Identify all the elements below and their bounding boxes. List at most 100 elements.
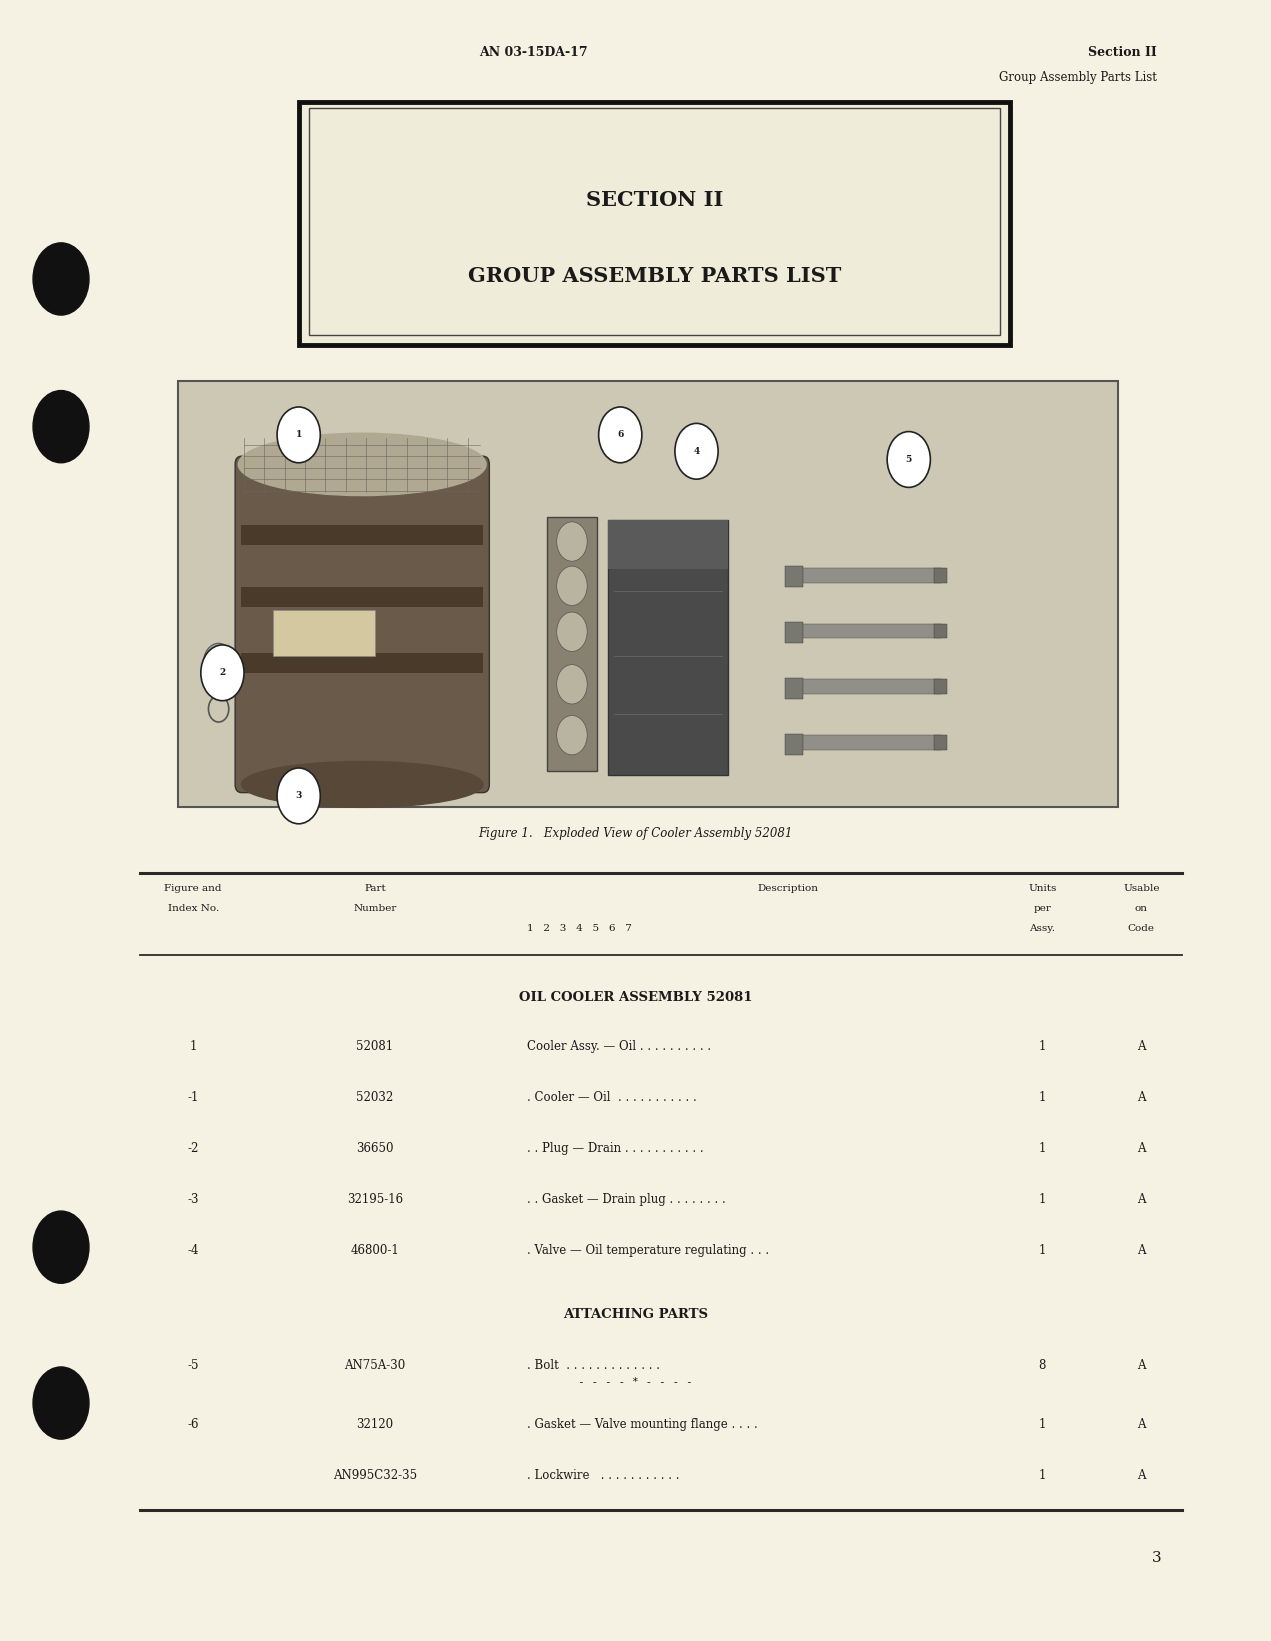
- Bar: [791, 624, 941, 638]
- Text: -6: -6: [187, 1418, 200, 1431]
- Text: 1: 1: [1038, 1193, 1046, 1206]
- Circle shape: [557, 715, 587, 755]
- Circle shape: [277, 768, 320, 824]
- Circle shape: [33, 243, 89, 315]
- Text: 1: 1: [1038, 1091, 1046, 1104]
- Text: 1   2   3   4   5   6   7: 1 2 3 4 5 6 7: [527, 924, 633, 932]
- Bar: [547, 517, 597, 771]
- Circle shape: [557, 612, 587, 651]
- Circle shape: [277, 407, 320, 463]
- Text: AN995C32-35: AN995C32-35: [333, 1469, 417, 1482]
- Bar: [934, 568, 947, 583]
- Text: . Gasket — Valve mounting flange . . . .: . Gasket — Valve mounting flange . . . .: [527, 1418, 759, 1431]
- Text: A: A: [1138, 1244, 1145, 1257]
- Bar: [791, 568, 941, 583]
- Text: 52081: 52081: [356, 1040, 394, 1054]
- Bar: [273, 610, 375, 656]
- Text: - - - - * - - - -: - - - - * - - - -: [578, 1377, 693, 1387]
- Ellipse shape: [238, 433, 486, 496]
- Bar: [934, 679, 947, 694]
- Text: . Bolt  . . . . . . . . . . . . .: . Bolt . . . . . . . . . . . . .: [527, 1359, 661, 1372]
- Ellipse shape: [241, 761, 483, 807]
- Text: SECTION II: SECTION II: [586, 190, 723, 210]
- Circle shape: [675, 423, 718, 479]
- Bar: [241, 587, 483, 607]
- Text: Usable: Usable: [1124, 884, 1159, 893]
- Bar: [309, 108, 1000, 335]
- Text: -2: -2: [188, 1142, 198, 1155]
- Circle shape: [557, 522, 587, 561]
- Circle shape: [203, 643, 234, 683]
- Text: 5: 5: [906, 455, 911, 464]
- Text: -3: -3: [187, 1193, 200, 1206]
- Text: . Valve — Oil temperature regulating . . .: . Valve — Oil temperature regulating . .…: [527, 1244, 769, 1257]
- Circle shape: [887, 432, 930, 487]
- Text: . Cooler — Oil  . . . . . . . . . . .: . Cooler — Oil . . . . . . . . . . .: [527, 1091, 698, 1104]
- Circle shape: [212, 655, 225, 671]
- Text: Part: Part: [364, 884, 386, 893]
- Bar: [785, 566, 803, 587]
- Circle shape: [599, 407, 642, 463]
- Text: Index No.: Index No.: [168, 904, 219, 912]
- Circle shape: [557, 566, 587, 606]
- Text: -4: -4: [187, 1244, 200, 1257]
- Text: 1: 1: [1038, 1469, 1046, 1482]
- Bar: [178, 381, 1118, 807]
- Text: Description: Description: [758, 884, 819, 893]
- Bar: [934, 624, 947, 638]
- Text: Cooler Assy. — Oil . . . . . . . . . .: Cooler Assy. — Oil . . . . . . . . . .: [527, 1040, 712, 1054]
- Text: -1: -1: [188, 1091, 198, 1104]
- Text: 3: 3: [295, 791, 302, 801]
- Text: 1: 1: [1038, 1142, 1046, 1155]
- Text: 36650: 36650: [356, 1142, 394, 1155]
- Text: Units: Units: [1028, 884, 1056, 893]
- Circle shape: [557, 665, 587, 704]
- Bar: [785, 622, 803, 643]
- Bar: [299, 102, 1010, 345]
- Text: 32120: 32120: [356, 1418, 394, 1431]
- Text: A: A: [1138, 1469, 1145, 1482]
- Text: 1: 1: [1038, 1040, 1046, 1054]
- Text: ATTACHING PARTS: ATTACHING PARTS: [563, 1308, 708, 1321]
- Text: A: A: [1138, 1040, 1145, 1054]
- Text: 2: 2: [220, 668, 225, 678]
- Text: -5: -5: [187, 1359, 200, 1372]
- Text: . . Gasket — Drain plug . . . . . . . .: . . Gasket — Drain plug . . . . . . . .: [527, 1193, 726, 1206]
- Text: Code: Code: [1127, 924, 1155, 932]
- Bar: [785, 734, 803, 755]
- Circle shape: [33, 1367, 89, 1439]
- Circle shape: [201, 645, 244, 701]
- Text: A: A: [1138, 1418, 1145, 1431]
- Text: per: per: [1033, 904, 1051, 912]
- Text: 1: 1: [189, 1040, 197, 1054]
- Text: 3: 3: [1152, 1551, 1162, 1566]
- Text: . Lockwire   . . . . . . . . . . .: . Lockwire . . . . . . . . . . .: [527, 1469, 680, 1482]
- Circle shape: [33, 1211, 89, 1283]
- Text: A: A: [1138, 1359, 1145, 1372]
- Bar: [791, 679, 941, 694]
- Text: 6: 6: [616, 430, 624, 440]
- Text: 52032: 52032: [356, 1091, 394, 1104]
- Text: A: A: [1138, 1193, 1145, 1206]
- Text: A: A: [1138, 1142, 1145, 1155]
- Circle shape: [33, 391, 89, 463]
- Text: Assy.: Assy.: [1030, 924, 1055, 932]
- Bar: [934, 735, 947, 750]
- Bar: [241, 653, 483, 673]
- Text: A: A: [1138, 1091, 1145, 1104]
- Text: Number: Number: [353, 904, 397, 912]
- Text: 1: 1: [1038, 1244, 1046, 1257]
- Bar: [791, 735, 941, 750]
- Text: . . Plug — Drain . . . . . . . . . . .: . . Plug — Drain . . . . . . . . . . .: [527, 1142, 704, 1155]
- Text: Figure and: Figure and: [164, 884, 222, 893]
- Text: GROUP ASSEMBLY PARTS LIST: GROUP ASSEMBLY PARTS LIST: [468, 266, 841, 286]
- Text: 32195-16: 32195-16: [347, 1193, 403, 1206]
- Bar: [608, 520, 728, 569]
- Bar: [785, 678, 803, 699]
- Text: OIL COOLER ASSEMBLY 52081: OIL COOLER ASSEMBLY 52081: [519, 991, 752, 1004]
- FancyBboxPatch shape: [235, 456, 489, 793]
- Text: AN 03-15DA-17: AN 03-15DA-17: [479, 46, 588, 59]
- Text: Section II: Section II: [1088, 46, 1157, 59]
- Text: Group Assembly Parts List: Group Assembly Parts List: [999, 71, 1157, 84]
- Bar: [608, 520, 728, 775]
